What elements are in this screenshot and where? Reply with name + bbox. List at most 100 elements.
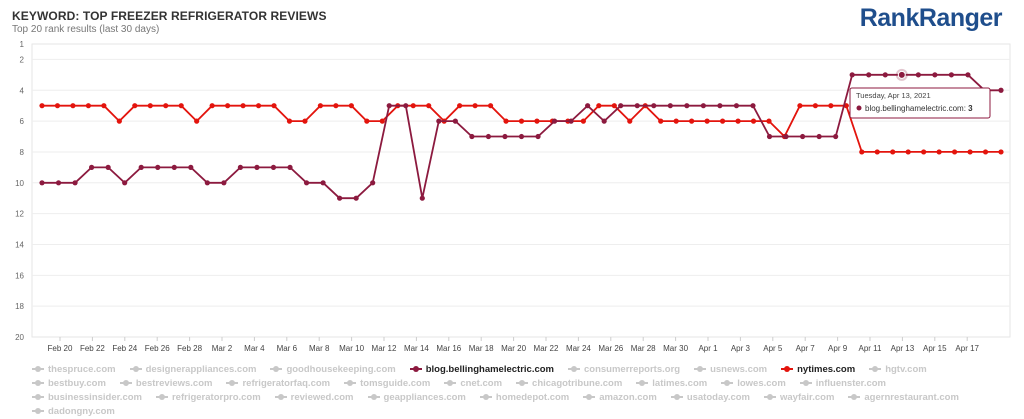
- x-tick-label: Apr 17: [955, 344, 979, 353]
- legend-label: lowes.com: [737, 378, 786, 389]
- legend-item-agernrestaurant.com[interactable]: agernrestaurant.com: [848, 391, 959, 405]
- legend-item-blog.bellinghamelectric.com[interactable]: blog.bellinghamelectric.com: [409, 363, 554, 377]
- data-point-nytimes.com: [766, 118, 772, 124]
- data-point-nytimes.com: [147, 103, 153, 109]
- data-point-nytimes.com: [750, 118, 757, 124]
- data-point-blog.bellinghamelectric.com: [998, 87, 1004, 93]
- legend-item-refrigeratorfaq.com[interactable]: refrigeratorfaq.com: [226, 377, 330, 391]
- x-tick-label: Apr 13: [891, 344, 915, 353]
- plot-area: [31, 43, 1011, 338]
- data-point-blog.bellinghamelectric.com: [783, 133, 789, 140]
- legend-item-influenster.com[interactable]: influenster.com: [799, 377, 886, 391]
- data-point-blog.bellinghamelectric.com: [254, 164, 260, 170]
- legend-item-latimes.com[interactable]: latimes.com: [636, 377, 707, 391]
- data-point-blog.bellinghamelectric.com: [485, 133, 492, 140]
- legend-marker-icon: [764, 393, 776, 401]
- legend-label: chicagotribune.com: [532, 378, 623, 389]
- data-point-nytimes.com: [426, 103, 432, 109]
- legend-item-reviewed.com[interactable]: reviewed.com: [274, 391, 354, 405]
- legend-item-thespruce.com[interactable]: thespruce.com: [32, 363, 116, 377]
- legend-item-amazon.com[interactable]: amazon.com: [583, 391, 657, 405]
- legend-item-refrigeratorpro.com[interactable]: refrigeratorpro.com: [155, 391, 261, 405]
- x-tick-label: Feb 26: [145, 344, 170, 353]
- data-point-blog.bellinghamelectric.com: [469, 133, 475, 140]
- legend-label: agernrestaurant.com: [864, 392, 959, 403]
- legend-marker-icon: [848, 393, 861, 401]
- data-point-blog.bellinghamelectric.com: [700, 103, 706, 109]
- data-point-nytimes.com: [797, 103, 803, 109]
- x-tick-label: Apr 3: [731, 344, 751, 353]
- legend-item-usatoday.com[interactable]: usatoday.com: [670, 391, 750, 405]
- legend-marker-icon: [583, 393, 596, 401]
- legend-item-dadongny.com[interactable]: dadongny.com: [32, 405, 115, 419]
- legend-item-geappliances.com[interactable]: geappliances.com: [367, 391, 466, 405]
- data-point-blog.bellinghamelectric.com: [452, 118, 458, 124]
- legend-marker-icon: [129, 365, 142, 373]
- x-tick-label: Apr 1: [698, 344, 718, 353]
- data-point-nytimes.com: [951, 149, 958, 155]
- x-tick-label: Mar 22: [534, 344, 559, 353]
- data-point-blog.bellinghamelectric.com: [618, 103, 624, 109]
- data-point-nytimes.com: [472, 103, 478, 109]
- data-point-nytimes.com: [487, 103, 494, 109]
- data-point-blog.bellinghamelectric.com: [684, 103, 690, 109]
- data-point-blog.bellinghamelectric.com: [882, 72, 888, 78]
- data-point-blog.bellinghamelectric.com: [766, 133, 773, 140]
- legend-item-goodhousekeeping.com[interactable]: goodhousekeeping.com: [270, 363, 396, 377]
- legend-item-tomsguide.com[interactable]: tomsguide.com: [344, 377, 430, 391]
- legend-label: thespruce.com: [48, 364, 116, 375]
- data-point-blog.bellinghamelectric.com: [105, 164, 111, 170]
- y-tick-label: 20: [15, 333, 24, 342]
- legend-item-bestreviews.com[interactable]: bestreviews.com: [119, 377, 212, 391]
- y-tick-label: 18: [15, 302, 24, 311]
- y-tick-label: 16: [15, 271, 24, 280]
- legend-item-designerappliances.com[interactable]: designerappliances.com: [129, 363, 257, 377]
- y-tick-label: 1: [20, 40, 25, 49]
- legend-marker-icon: [367, 393, 380, 401]
- y-tick-label: 14: [15, 240, 24, 249]
- x-tick-label: Feb 24: [112, 344, 137, 353]
- legend-item-bestbuy.com[interactable]: bestbuy.com: [32, 377, 106, 391]
- legend-label: usnews.com: [710, 364, 768, 375]
- legend-item-chicagotribune.com[interactable]: chicagotribune.com: [516, 377, 622, 391]
- legend-label: nytimes.com: [797, 364, 856, 375]
- legend-marker-icon: [781, 365, 794, 373]
- data-point-nytimes.com: [225, 103, 231, 109]
- data-point-nytimes.com: [54, 103, 61, 109]
- legend-item-wayfair.com[interactable]: wayfair.com: [764, 391, 834, 405]
- legend-item-hgtv.com[interactable]: hgtv.com: [869, 363, 927, 377]
- legend-marker-icon: [444, 379, 457, 387]
- data-point-blog.bellinghamelectric.com: [155, 164, 161, 170]
- y-tick-label: 10: [15, 179, 24, 188]
- x-tick-label: Mar 6: [277, 344, 298, 353]
- legend-label: designerappliances.com: [145, 364, 257, 375]
- x-tick-label: Mar 10: [339, 344, 364, 353]
- data-point-nytimes.com: [658, 118, 664, 124]
- data-point-blog.bellinghamelectric.com: [303, 180, 310, 186]
- legend-marker-icon: [119, 379, 132, 387]
- data-point-nytimes.com: [689, 118, 695, 124]
- legend-item-lowes.com[interactable]: lowes.com: [721, 377, 786, 391]
- chart-subtitle: Top 20 rank results (last 30 days): [12, 24, 160, 35]
- legend-item-businessinsider.com[interactable]: businessinsider.com: [32, 391, 142, 405]
- x-tick-label: Apr 11: [859, 344, 883, 353]
- legend-item-consumerreports.org[interactable]: consumerreports.org: [568, 363, 680, 377]
- data-point-blog.bellinghamelectric.com: [518, 133, 525, 140]
- data-point-blog.bellinghamelectric.com: [419, 195, 425, 201]
- data-point-nytimes.com: [39, 103, 45, 109]
- data-point-nytimes.com: [302, 118, 308, 124]
- legend-marker-icon: [516, 379, 529, 387]
- data-point-blog.bellinghamelectric.com: [72, 180, 78, 186]
- x-tick-label: Mar 16: [436, 344, 461, 353]
- data-point-nytimes.com: [132, 103, 138, 109]
- x-tick-label: Mar 30: [663, 344, 688, 353]
- data-point-blog.bellinghamelectric.com: [948, 72, 954, 78]
- legend-item-homedepot.com[interactable]: homedepot.com: [479, 391, 569, 405]
- data-point-blog.bellinghamelectric.com: [965, 72, 971, 78]
- legend-item-nytimes.com[interactable]: nytimes.com: [781, 363, 855, 377]
- x-tick-label: Apr 15: [923, 344, 947, 353]
- legend-item-cnet.com[interactable]: cnet.com: [444, 377, 502, 391]
- tooltip-date: Tuesday, Apr 13, 2021: [856, 91, 931, 100]
- legend-item-usnews.com[interactable]: usnews.com: [694, 363, 767, 377]
- legend-marker-icon: [670, 393, 683, 401]
